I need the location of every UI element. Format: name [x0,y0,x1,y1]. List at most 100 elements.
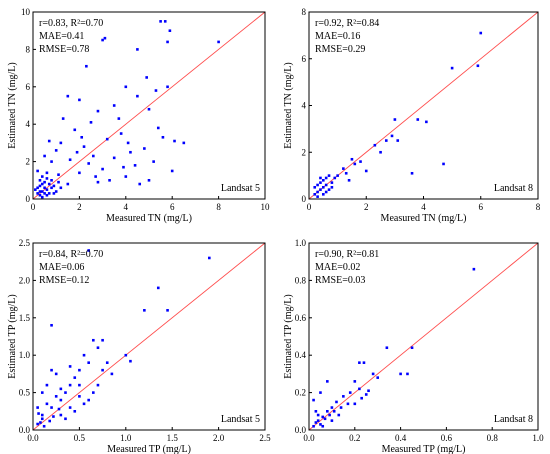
data-point [68,158,72,162]
data-point [324,176,328,180]
data-point [40,391,44,394]
data-point [45,171,49,175]
data-point [152,160,155,163]
x-tick-label: 8 [216,202,221,212]
x-tick-label: 0.8 [487,433,499,443]
data-point [336,174,339,177]
data-point [38,179,42,182]
data-point [362,361,366,364]
data-point [64,417,67,421]
stat-text: RMSE=0.12 [39,275,89,286]
y-tick-label: 1.0 [19,350,31,360]
x-tick-label: 2 [77,202,82,212]
data-point [85,64,88,68]
data-point [373,143,377,147]
stat-text: RMSE=0.29 [315,44,365,55]
data-point [328,413,331,417]
data-point [92,391,95,394]
data-point [322,193,325,196]
data-point [323,417,327,421]
x-tick-label: 0.0 [27,433,39,443]
data-point [347,179,351,182]
satellite-label: Landsat 5 [221,183,260,194]
data-point [166,85,169,89]
data-point [358,387,361,391]
y-tick-label: 1.5 [19,313,31,323]
data-point [59,141,63,145]
stat-text: r=0.83, R²=0.70 [39,18,103,29]
data-point [330,419,334,422]
satellite-label: Landsat 8 [494,183,533,194]
data-point [359,160,362,163]
points-c [36,249,211,428]
y-tick-label: 0.8 [295,275,307,285]
data-point [371,372,375,376]
data-point [80,135,84,139]
data-point [59,186,63,190]
data-point [476,64,480,68]
data-point [101,368,104,372]
x-tick-label: 1.5 [167,433,179,443]
stat-text: r=0.84, R²=0.70 [39,249,103,260]
data-point [337,413,341,417]
data-point [40,413,44,417]
data-point [54,149,58,152]
plot-frame-a [32,11,266,200]
y-axis-label: Estimated TN (mg/L) [7,62,18,148]
data-point [313,186,317,189]
data-point [66,182,70,186]
data-point [416,118,420,121]
data-point [319,423,322,426]
y-axis-label: Estimated TP (mg/L) [7,294,18,378]
data-point [57,407,61,411]
plot-frame-c [32,242,266,431]
data-point [126,141,130,145]
data-point [143,147,146,150]
data-point [75,150,79,154]
data-point [37,412,40,415]
data-point [45,193,49,197]
data-point [38,184,42,188]
plot-frame-d [308,242,539,431]
y-tick-label: 0.5 [19,388,31,398]
data-point [39,421,42,424]
data-point [342,395,345,398]
data-point [50,406,53,409]
y-tick-label: 0.6 [295,313,307,323]
data-point [42,424,46,428]
data-point [45,402,49,406]
data-point [136,48,139,51]
stat-text: MAE=0.06 [39,262,84,273]
data-point [396,139,400,142]
x-tick-label: 0.2 [349,433,360,443]
y-axis-label: Estimated TP (mg/L) [283,294,294,378]
data-point [350,157,354,161]
data-point [112,104,116,107]
data-point [54,372,58,376]
y-tick-label: 0 [302,194,307,204]
fit-line-a [33,12,265,199]
data-point [96,383,100,387]
data-point [101,38,104,42]
x-tick-label: 8 [536,202,541,212]
data-point [410,171,414,175]
data-point [358,361,361,364]
stat-text: MAE=0.41 [39,31,84,42]
data-point [43,192,46,195]
panel-c: 0.0 0.5 1.0 1.5 2.0 2.5 0.0 0.5 1.0 1.5 2.0 2.5 Meas… [7,238,271,454]
y-tick-label: 0.2 [295,388,306,398]
data-point [47,192,51,195]
data-point [59,413,63,417]
data-point [327,188,331,191]
data-point [47,139,51,143]
data-point [326,410,329,413]
x-tick-label: 6 [170,202,175,212]
data-point [82,402,86,406]
y-tick-label: 8 [26,44,31,54]
x-tick-label: 4 [124,202,129,212]
points-b [313,31,483,198]
data-point [57,173,60,176]
data-point [316,413,320,417]
x-tick-label: 0 [31,202,36,212]
